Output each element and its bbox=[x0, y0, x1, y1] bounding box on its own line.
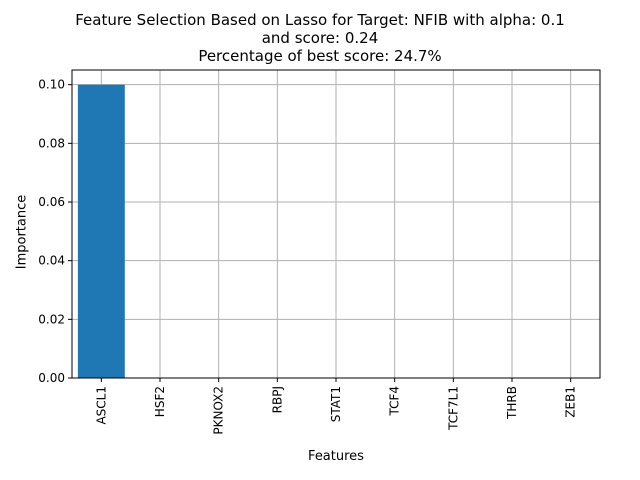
x-tick-label: HSF2 bbox=[153, 386, 167, 417]
grid bbox=[72, 70, 600, 379]
y-tick-label: 0.02 bbox=[38, 312, 65, 326]
x-tick-label: ASCL1 bbox=[94, 386, 108, 425]
chart-title-line-1: Feature Selection Based on Lasso for Tar… bbox=[75, 11, 565, 29]
x-tick-label: RBPJ bbox=[270, 386, 284, 413]
bars bbox=[77, 84, 125, 379]
y-axis-ticks: 0.00 0.02 0.04 0.06 0.08 0.10 bbox=[38, 78, 72, 385]
x-axis-ticks: ASCL1 HSF2 PKNOX2 RBPJ STAT1 TCF4 TCF7L1 THRB ZE… bbox=[94, 378, 578, 435]
chart-title-line-2: and score: 0.24 bbox=[261, 29, 379, 47]
y-tick-label: 0.10 bbox=[38, 78, 65, 92]
x-tick-label: PKNOX2 bbox=[212, 386, 226, 435]
y-tick-label: 0.04 bbox=[38, 254, 65, 268]
x-tick-label: STAT1 bbox=[329, 386, 343, 422]
x-axis-label: Features bbox=[308, 449, 364, 464]
x-tick-label: TCF4 bbox=[388, 386, 402, 417]
x-tick-label: THRB bbox=[505, 386, 519, 420]
y-tick-label: 0.00 bbox=[38, 371, 65, 385]
x-tick-label: TCF7L1 bbox=[446, 386, 460, 431]
y-axis-label: Importance bbox=[14, 194, 30, 270]
y-tick-label: 0.08 bbox=[38, 136, 65, 150]
chart-title-line-3: Percentage of best score: 24.7% bbox=[198, 47, 442, 65]
bar-ascl1 bbox=[77, 84, 125, 379]
x-tick-label: ZEB1 bbox=[564, 386, 578, 418]
y-tick-label: 0.06 bbox=[38, 195, 65, 209]
